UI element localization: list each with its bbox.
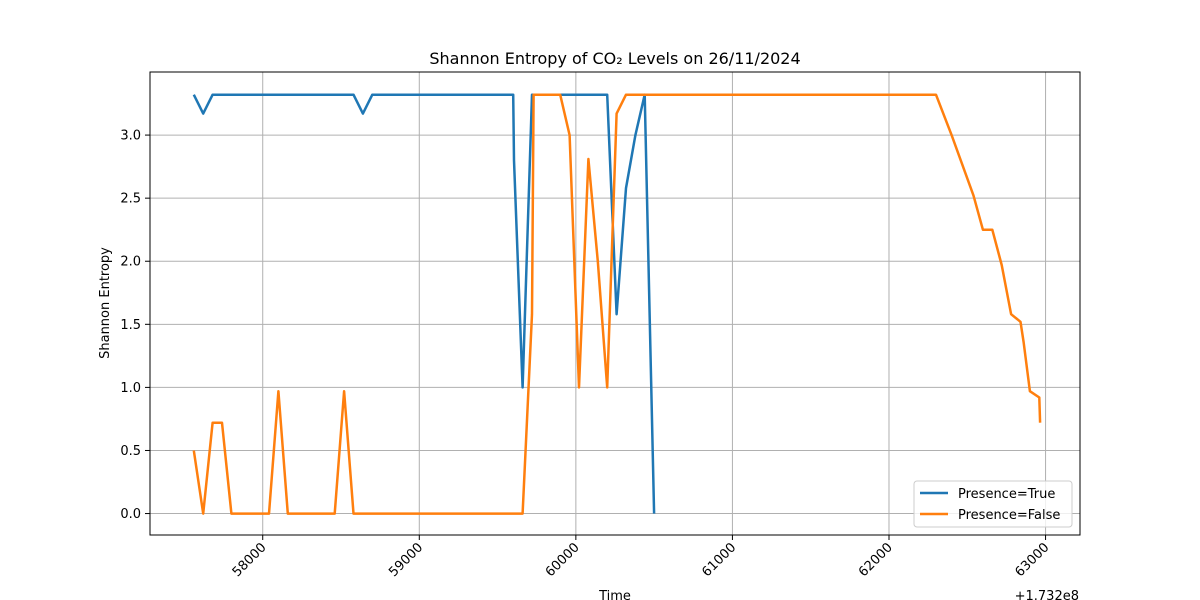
chart-title: Shannon Entropy of CO₂ Levels on 26/11/2… — [429, 49, 800, 68]
y-tick-label: 1.0 — [120, 381, 141, 396]
legend: Presence=True Presence=False — [913, 480, 1073, 528]
y-axis-label: Shannon Entropy — [98, 247, 113, 359]
plot-frame — [149, 71, 1081, 536]
y-tick-label: 0.0 — [120, 507, 141, 522]
series-line-presence-true — [192, 93, 656, 514]
x-offset-label: +1.732e8 — [1015, 589, 1079, 600]
y-tick-label: 0.5 — [120, 444, 141, 459]
x-axis-label: Time — [598, 589, 631, 600]
legend-label-false: Presence=False — [958, 508, 1060, 523]
series-line-presence-false — [192, 93, 1042, 515]
y-tick-label: 2.0 — [120, 255, 141, 270]
y-tick-label: 3.0 — [120, 129, 141, 144]
y-tick-label: 1.5 — [120, 318, 141, 333]
legend-label-true: Presence=True — [958, 487, 1055, 502]
series-layer — [192, 93, 1042, 515]
y-tick-label: 2.5 — [120, 192, 141, 207]
legend-box — [913, 480, 1073, 528]
